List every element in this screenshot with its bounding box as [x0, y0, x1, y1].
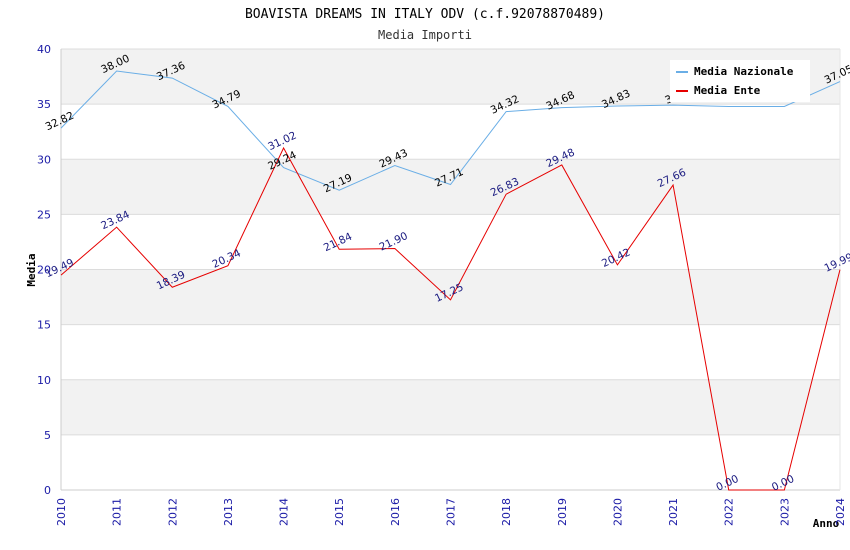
y-tick-label: 5: [44, 429, 51, 442]
series-line-nazionale: [60, 70, 841, 191]
y-tick-labels: 0 5 10 15 20 25 30 35 40: [37, 43, 51, 497]
x-tick-label: 2012: [166, 498, 179, 526]
x-tick-label: 2022: [723, 498, 736, 526]
x-tick-label: 2024: [834, 498, 847, 526]
y-tick-label: 30: [37, 153, 51, 166]
plot-band: [61, 269, 840, 325]
series-lines: [60, 70, 841, 491]
y-tick-label: 0: [44, 484, 51, 497]
x-tick-label: 2018: [500, 498, 513, 526]
x-tick-label: 2014: [278, 498, 291, 526]
x-tick-label: 2017: [445, 498, 458, 526]
x-tick-label: 2011: [111, 498, 124, 526]
chart-subtitle: Media Importi: [378, 28, 472, 42]
plot-band: [61, 434, 840, 490]
plot-band: [61, 379, 840, 435]
legend-label-ente: Media Ente: [694, 84, 761, 97]
x-tick-label: 2023: [778, 498, 791, 526]
x-axis-label: Anno: [813, 517, 840, 530]
plot-band: [61, 159, 840, 215]
x-tick-label: 2019: [556, 498, 569, 526]
legend-box: [670, 60, 810, 102]
y-tick-label: 20: [37, 264, 51, 277]
legend-label-nazionale: Media Nazionale: [694, 65, 794, 78]
x-tick-label: 2020: [611, 498, 624, 526]
x-tick-labels: 2010 2011 2012 2013 2014 2015 2016 2017 2018 2019…: [55, 498, 847, 526]
chart-title: BOAVISTA DREAMS IN ITALY ODV (c.f.920788…: [245, 7, 605, 22]
y-axis-label: Media: [25, 253, 38, 286]
plot-band: [61, 104, 840, 160]
y-tick-label: 40: [37, 43, 51, 56]
y-tick-label: 15: [37, 319, 51, 332]
legend: Media Nazionale Media Ente: [670, 60, 810, 102]
x-tick-label: 2013: [222, 498, 235, 526]
y-tick-label: 10: [37, 374, 51, 387]
series-line-ente: [60, 146, 841, 491]
plot-band: [61, 324, 840, 380]
y-tick-label: 35: [37, 98, 51, 111]
x-tick-label: 2021: [667, 498, 680, 526]
plot-band: [61, 214, 840, 270]
x-tick-label: 2016: [389, 498, 402, 526]
y-tick-label: 25: [37, 208, 51, 221]
x-tick-label: 2010: [55, 498, 68, 526]
axes: [60, 49, 841, 491]
x-tick-label: 2015: [333, 498, 346, 526]
